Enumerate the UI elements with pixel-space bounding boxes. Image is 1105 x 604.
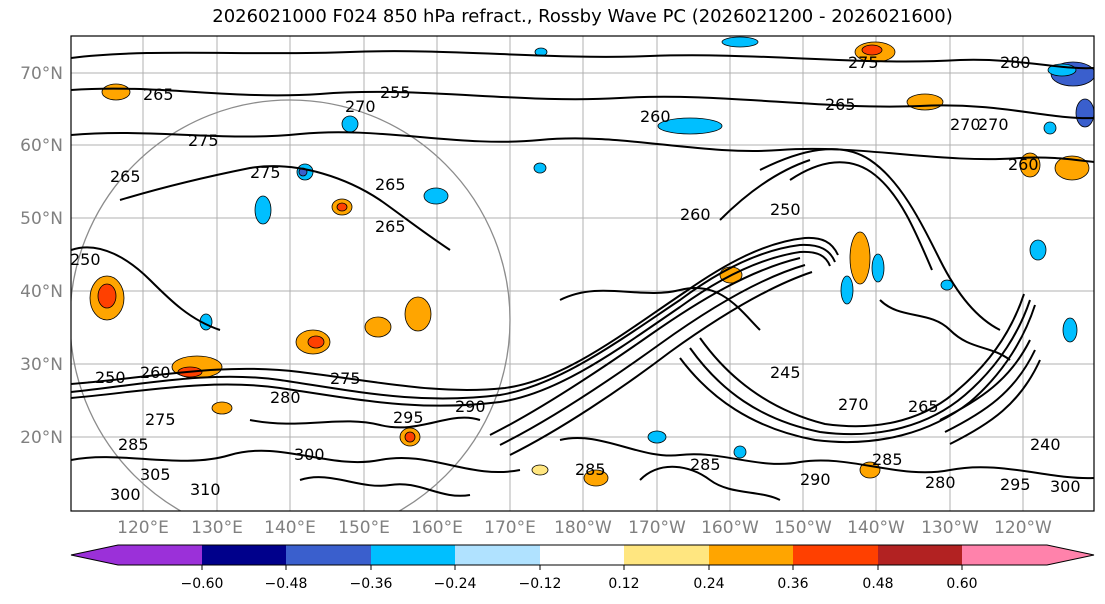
- colorbar-label: −0.60: [181, 576, 224, 592]
- contour-label: 265: [143, 85, 174, 104]
- colorbar-segment: [202, 545, 286, 565]
- contour-label: 260: [1008, 155, 1039, 174]
- contour-label: 265: [110, 167, 141, 186]
- contour-label: 275: [188, 131, 219, 150]
- colorbar-segment: [371, 545, 455, 565]
- contour-label: 290: [455, 397, 486, 416]
- contour-label: 285: [118, 435, 149, 454]
- lon-label: 120°E: [117, 518, 169, 538]
- lon-label: 130°W: [921, 518, 979, 538]
- contour-label: 265: [908, 397, 939, 416]
- contour-label: 275: [145, 410, 176, 429]
- lon-label: 150°W: [774, 518, 832, 538]
- contour-label: 280: [925, 473, 956, 492]
- lon-label: 130°E: [191, 518, 243, 538]
- contour-label: 275: [848, 53, 879, 72]
- lon-label: 150°E: [338, 518, 390, 538]
- colorbar-outline: [70, 544, 1095, 566]
- map-title: 2026021000 F024 850 hPa refract., Rossby…: [212, 6, 953, 27]
- colorbar-label: −0.12: [519, 576, 562, 592]
- colorbar-segment: [540, 545, 624, 565]
- contour-label: 280: [1000, 53, 1031, 72]
- colorbar-label: −0.48: [265, 576, 308, 592]
- contour-label: 270: [978, 115, 1009, 134]
- contour-label: 245: [770, 363, 801, 382]
- contour-label: 295: [393, 408, 424, 427]
- colorbar-segment: [286, 545, 371, 565]
- lon-label: 120°W: [994, 518, 1052, 538]
- colorbar: −0.60 −0.48 −0.36 −0.24 −0.12 0.12 0.24 …: [70, 544, 1095, 592]
- contour-label: 250: [770, 200, 801, 219]
- latitude-labels: 70°N 60°N 50°N 40°N 30°N 20°N: [20, 64, 63, 448]
- lat-label: 50°N: [20, 209, 63, 229]
- colorbar-segment: [962, 545, 1094, 565]
- contour-label: 260: [140, 363, 171, 382]
- colorbar-segment: [624, 545, 709, 565]
- contour-label: 300: [1050, 477, 1081, 496]
- colorbar-segments: [70, 544, 1095, 566]
- contour-label: 305: [140, 465, 171, 484]
- reference-circle: [71, 99, 511, 511]
- contour-labels: 265 270 255 260 270 275 265 265 275 265 …: [70, 53, 1081, 504]
- lat-label: 30°N: [20, 355, 63, 375]
- lat-label: 70°N: [20, 64, 63, 84]
- contour-label: 275: [250, 163, 281, 182]
- contour-label: 255: [380, 83, 411, 102]
- lon-label: 140°W: [847, 518, 905, 538]
- contour-label: 300: [294, 445, 325, 464]
- lon-label: 160°W: [701, 518, 759, 538]
- contour-label: 280: [270, 388, 301, 407]
- contour-label: 260: [640, 107, 671, 126]
- contour-label: 290: [800, 470, 831, 489]
- lat-label: 40°N: [20, 282, 63, 302]
- colorbar-segment: [455, 545, 540, 565]
- lat-label: 60°N: [20, 136, 63, 156]
- colorbar-ticks: [201, 565, 963, 570]
- contour-label: 285: [872, 450, 903, 469]
- lon-label: 140°E: [264, 518, 316, 538]
- contour-label: 270: [838, 395, 869, 414]
- contour-label: 250: [70, 250, 101, 269]
- contour-label: 250: [95, 368, 126, 387]
- lon-label: 170°W: [628, 518, 686, 538]
- contour-label: 270: [950, 115, 981, 134]
- contour-label: 300: [110, 485, 141, 504]
- colorbar-label: 0.24: [693, 576, 724, 592]
- contour-label: 295: [1000, 475, 1031, 494]
- contour-label: 275: [330, 369, 361, 388]
- anomaly-shading: [89, 36, 1094, 487]
- contour-label: 285: [690, 455, 721, 474]
- colorbar-label: −0.24: [434, 576, 477, 592]
- contour-label: 285: [575, 460, 606, 479]
- colorbar-segment: [878, 545, 962, 565]
- lon-label: 160°E: [411, 518, 463, 538]
- colorbar-label: −0.36: [350, 576, 393, 592]
- longitude-labels: 120°E 130°E 140°E 150°E 160°E 170°E 180°…: [117, 518, 1052, 538]
- colorbar-segment: [71, 545, 202, 565]
- contour-label: 310: [190, 480, 221, 499]
- lon-label: 180°W: [554, 518, 612, 538]
- contour-label: 265: [375, 217, 406, 236]
- colorbar-segment: [793, 545, 878, 565]
- colorbar-segment: [709, 545, 793, 565]
- map-frame: [70, 35, 1095, 512]
- contour-label: 265: [375, 175, 406, 194]
- contour-label: 265: [825, 95, 856, 114]
- colorbar-label: 0.12: [608, 576, 639, 592]
- colorbar-label: 0.48: [862, 576, 893, 592]
- contour-lines: [71, 50, 1094, 501]
- colorbar-labels: −0.60 −0.48 −0.36 −0.24 −0.12 0.12 0.24 …: [181, 576, 978, 592]
- lon-label: 170°E: [484, 518, 536, 538]
- lat-label: 20°N: [20, 428, 63, 448]
- colorbar-label: 0.36: [777, 576, 808, 592]
- contour-label: 260: [680, 205, 711, 224]
- contour-label: 240: [1030, 435, 1061, 454]
- colorbar-label: 0.60: [946, 576, 977, 592]
- contour-label: 270: [345, 97, 376, 116]
